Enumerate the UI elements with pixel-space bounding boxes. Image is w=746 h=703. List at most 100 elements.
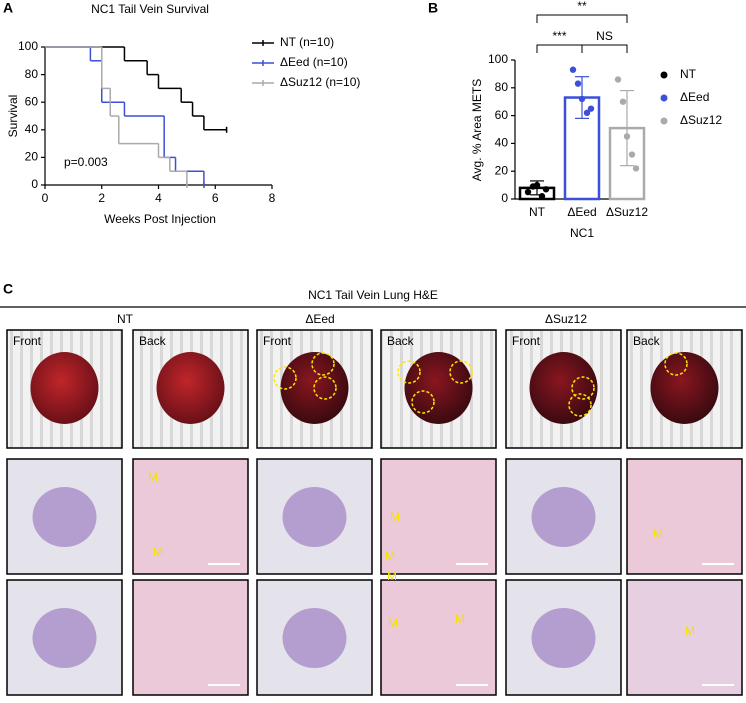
group-label: ΔSuz12 [545, 312, 587, 326]
data-point [524, 188, 532, 196]
metastasis-circle [664, 352, 688, 376]
lung [404, 352, 473, 424]
metastasis-label: M [385, 549, 395, 563]
y-tick-label: 60 [495, 108, 509, 122]
y-tick-label: 20 [25, 150, 39, 164]
lung [156, 352, 225, 424]
histology-image [132, 458, 249, 575]
metastasis-circle [568, 393, 592, 417]
section [531, 608, 596, 668]
section [32, 487, 97, 547]
panel-label: B [428, 0, 438, 16]
legend-label: ΔSuz12 [680, 113, 722, 127]
photo-label: Back [139, 334, 167, 348]
significance-label: NS [596, 29, 613, 43]
significance-bracket [581, 44, 628, 53]
data-point [578, 95, 586, 103]
legend-marker [660, 117, 668, 125]
y-axis-label: Avg. % Area METS [470, 79, 484, 182]
y-tick-label: 80 [495, 80, 509, 94]
x-tick-label: NT [529, 205, 546, 219]
y-tick-label: 40 [25, 122, 39, 136]
legend-label: NT [680, 67, 697, 81]
section [531, 487, 596, 547]
data-point [619, 98, 627, 105]
photo-label: Front [263, 334, 292, 348]
data-point [628, 151, 636, 158]
metastasis-circle [571, 376, 595, 400]
metastasis-label: M [390, 510, 400, 524]
data-point [623, 133, 631, 140]
metastasis-circle [313, 376, 337, 400]
panel-title: NC1 Tail Vein Lung H&E [308, 288, 438, 302]
group-label: NT [117, 312, 134, 326]
section [282, 487, 347, 547]
x-tick-label: 6 [212, 191, 219, 205]
x-tick-label: 4 [155, 191, 162, 205]
legend-label: NT (n=10) [280, 35, 334, 49]
x-axis-label: Weeks Post Injection [104, 212, 216, 226]
y-tick-label: 0 [31, 177, 38, 191]
photo-label: Back [387, 334, 415, 348]
lung [650, 352, 719, 424]
data-point [574, 80, 582, 87]
metastasis-label: M [455, 612, 465, 626]
data-point [542, 186, 550, 193]
panel-label: C [3, 281, 13, 297]
annotation: p=0.003 [64, 155, 108, 169]
metastasis-circle [273, 366, 297, 390]
histology-image [132, 579, 249, 696]
photo-label: Back [633, 334, 661, 348]
histology-image [380, 458, 497, 575]
y-tick-label: 100 [488, 52, 508, 66]
metastasis-circle [311, 352, 335, 376]
data-point [538, 193, 546, 200]
y-tick-label: 60 [25, 94, 39, 108]
metastasis-label: M [153, 545, 163, 559]
metastasis-circle [397, 360, 421, 384]
data-point [632, 165, 640, 172]
x-tick-label: 0 [42, 191, 49, 205]
photo-label: Front [13, 334, 42, 348]
section [32, 608, 97, 668]
significance-label: *** [552, 29, 566, 43]
legend-label: ΔSuz12 (n=10) [280, 75, 360, 89]
photo-label: Front [512, 334, 541, 348]
panel-label: A [3, 0, 13, 16]
histology-image [626, 579, 743, 696]
legend-marker [660, 71, 668, 79]
histology-image [380, 579, 497, 696]
legend-label: ΔEed (n=10) [280, 55, 348, 69]
histology-image [626, 458, 743, 575]
y-tick-label: 0 [501, 191, 508, 205]
y-tick-label: 40 [495, 136, 509, 150]
metastasis-label: M [387, 569, 397, 583]
x-tick-label: 2 [98, 191, 105, 205]
chart-title: NC1 Tail Vein Survival [91, 2, 209, 16]
significance-bracket [536, 44, 583, 53]
group-label: ΔEed [305, 312, 334, 326]
lung [30, 352, 99, 424]
data-point [614, 76, 622, 83]
y-tick-label: 100 [18, 39, 38, 53]
legend-label: ΔEed [680, 90, 709, 104]
metastasis-circle [449, 360, 473, 384]
data-point [533, 181, 541, 189]
metastasis-label: M [653, 527, 663, 541]
data-point [569, 66, 577, 73]
section [282, 608, 347, 668]
x-tick-label: ΔSuz12 [606, 205, 648, 219]
metastasis-label: M [148, 470, 158, 484]
metastasis-label: M [685, 624, 695, 638]
metastasis-label: M [388, 616, 398, 630]
metastasis-circle [411, 390, 435, 414]
y-tick-label: 20 [495, 163, 509, 177]
legend-marker [660, 94, 668, 102]
significance-bracket [536, 14, 628, 23]
y-tick-label: 80 [25, 67, 39, 81]
x-tick-label: 8 [269, 191, 276, 205]
lung [529, 352, 598, 424]
data-point [587, 105, 595, 112]
x-axis-label: NC1 [570, 226, 594, 240]
